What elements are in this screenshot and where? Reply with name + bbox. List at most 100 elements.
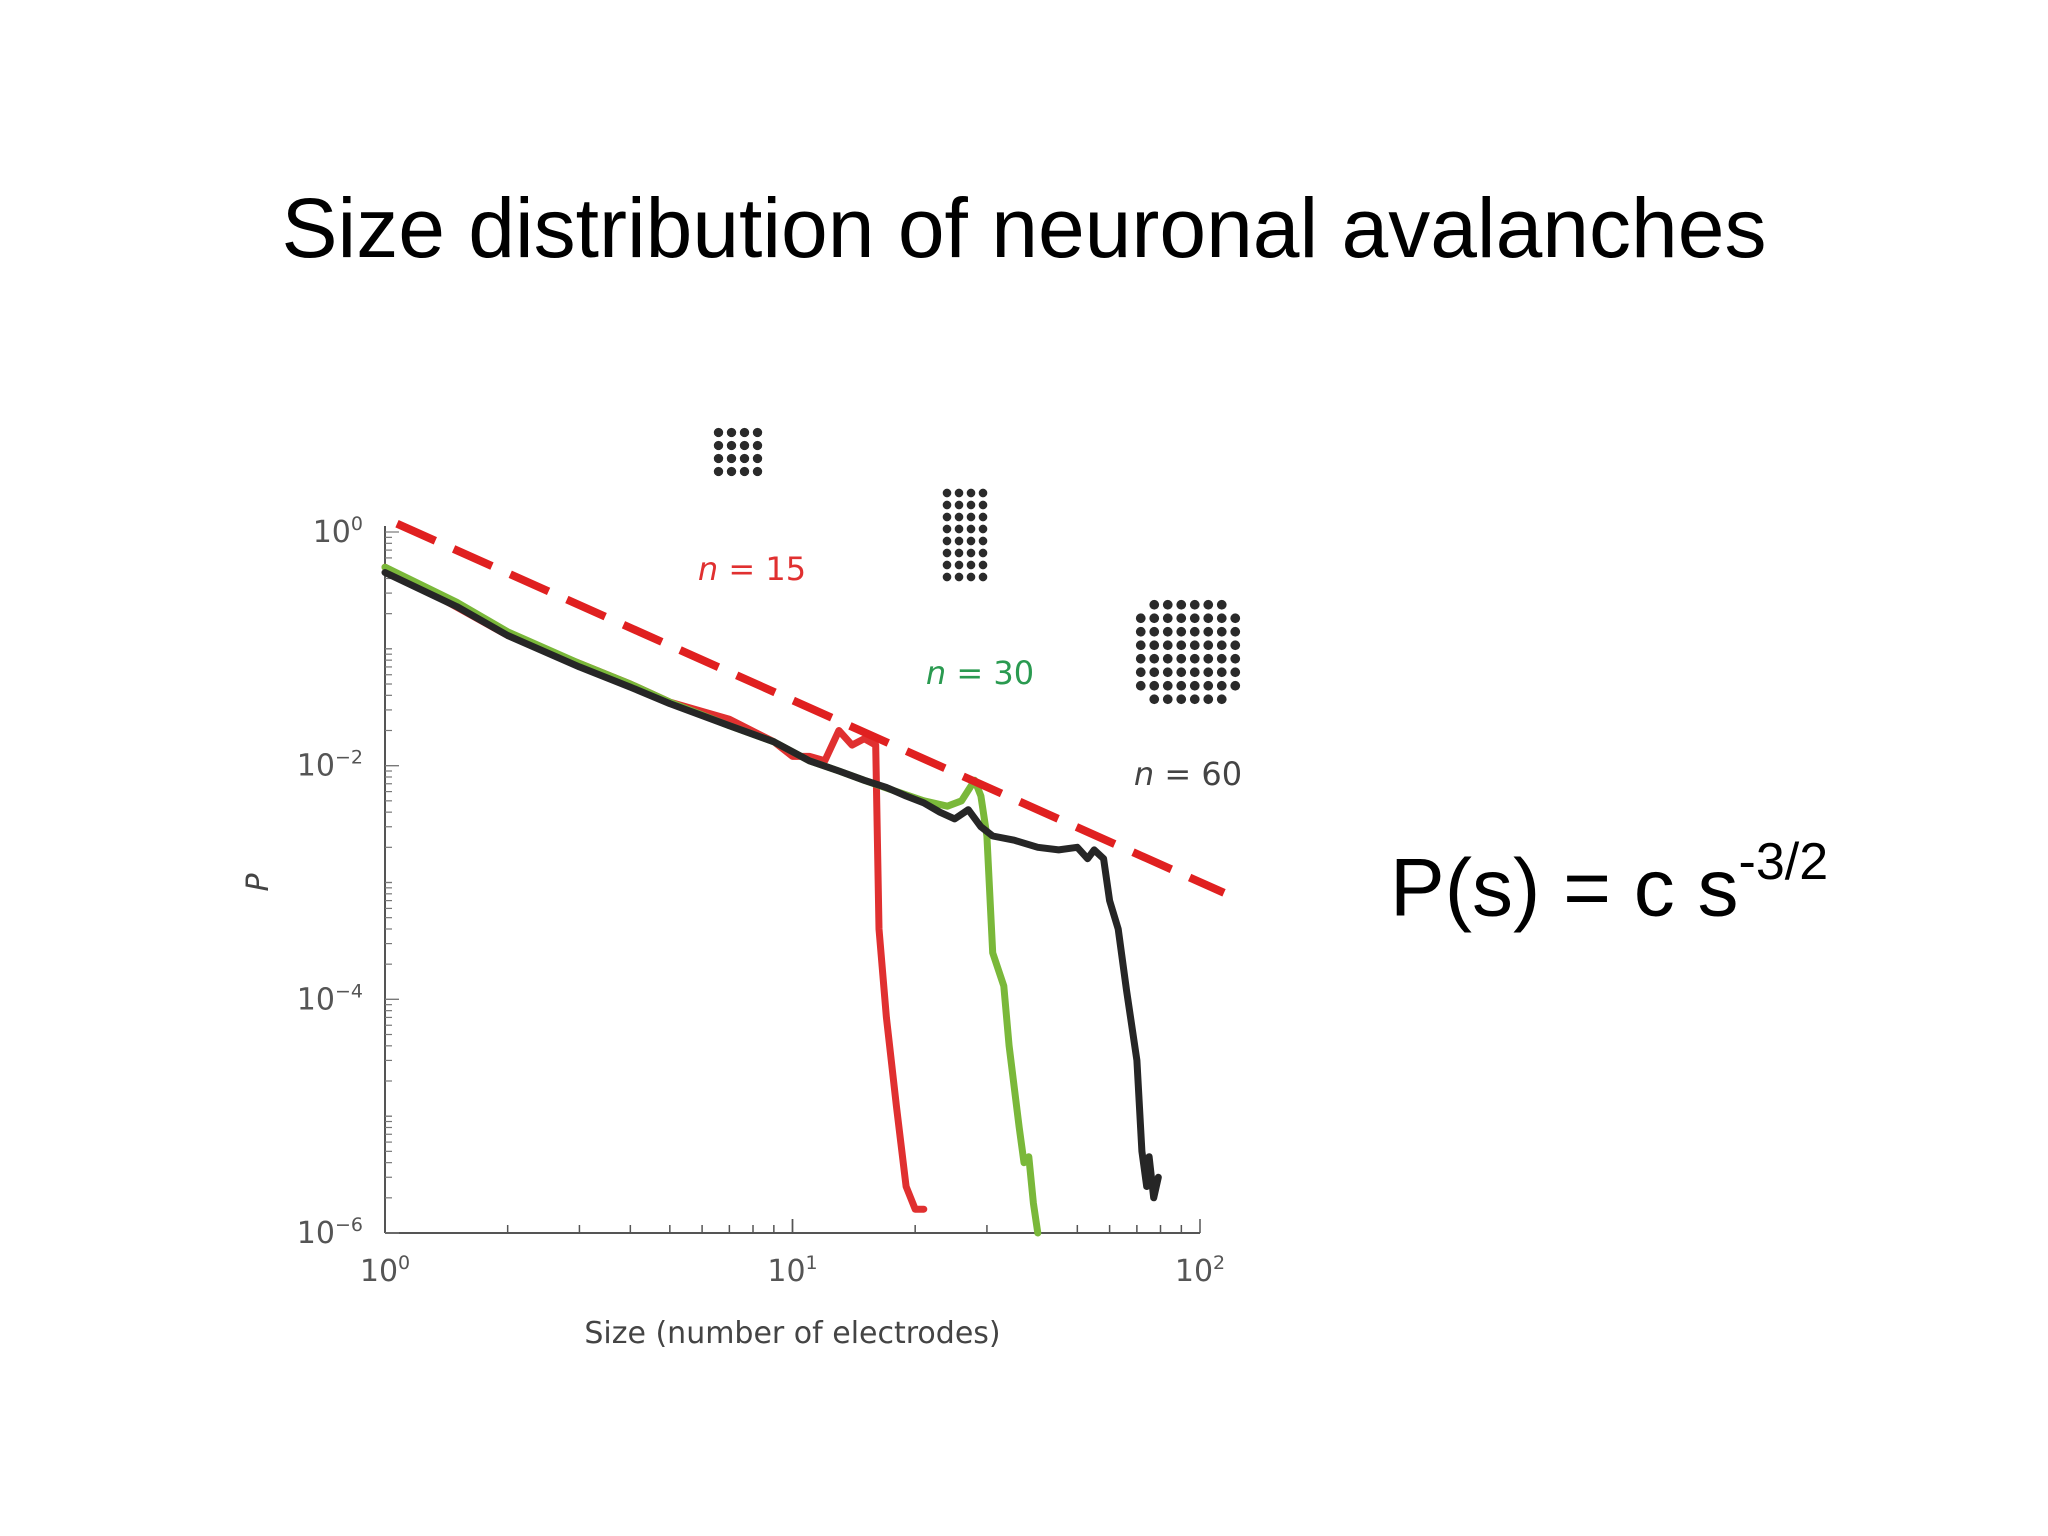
electrode-dot <box>1216 667 1227 678</box>
electrode-dot <box>966 488 976 498</box>
power-law-reference-line <box>395 520 1226 897</box>
electrode-dot <box>1216 626 1227 637</box>
electrode-dot <box>1162 653 1173 664</box>
electrode-dot <box>1216 599 1227 610</box>
electrode-dot <box>1230 667 1241 678</box>
electrode-dot <box>966 536 976 546</box>
electrode-dot <box>954 536 964 546</box>
electrode-dot <box>1176 640 1187 651</box>
electrode-dot <box>942 560 952 570</box>
electrode-dot <box>954 560 964 570</box>
electrode-dot <box>726 466 737 477</box>
electrode-dot <box>1176 599 1187 610</box>
y-tick-label: 10−2 <box>297 747 363 784</box>
electrode-dot <box>1149 694 1160 705</box>
electrode-dot <box>1189 599 1200 610</box>
electrode-dot <box>726 440 737 451</box>
electrode-dot <box>739 427 750 438</box>
electrode-dot <box>1203 667 1214 678</box>
electrode-dot <box>1189 680 1200 691</box>
electrode-dot <box>1230 626 1241 637</box>
electrode-dot <box>1216 694 1227 705</box>
slide-title: Size distribution of neuronal avalanches <box>281 181 1767 275</box>
electrode-dot <box>1230 680 1241 691</box>
electrode-dot <box>752 440 763 451</box>
electrode-dot <box>752 466 763 477</box>
electrode-dot <box>739 440 750 451</box>
electrode-dot <box>1176 653 1187 664</box>
electrode-dot <box>1230 613 1241 624</box>
electrode-dot <box>1216 613 1227 624</box>
electrode-dot <box>1135 653 1146 664</box>
electrode-dot <box>739 466 750 477</box>
y-tick-label: 100 <box>313 513 363 550</box>
x-axis-label: Size (number of electrodes) <box>584 1316 1000 1351</box>
annotation-label: n = 60 <box>1134 755 1242 793</box>
electrode-dot <box>752 427 763 438</box>
electrode-dot <box>978 512 988 522</box>
y-tick-label: 10−4 <box>297 980 363 1017</box>
electrode-dot <box>1176 694 1187 705</box>
electrode-dot <box>1216 680 1227 691</box>
electrode-dot <box>1149 640 1160 651</box>
y-axis-label: P <box>241 873 276 892</box>
electrode-dot <box>1162 680 1173 691</box>
electrode-dot <box>966 560 976 570</box>
electrode-dot <box>1203 694 1214 705</box>
electrode-dot <box>1135 680 1146 691</box>
electrode-dot <box>1149 680 1160 691</box>
electrode-dot <box>1149 613 1160 624</box>
x-tick-label: 102 <box>1175 1252 1225 1289</box>
electrode-dot <box>1189 613 1200 624</box>
electrode-dot <box>1162 694 1173 705</box>
electrode-dot <box>1216 640 1227 651</box>
electrode-dot <box>954 500 964 510</box>
electrode-dot <box>713 427 724 438</box>
electrode-dot <box>1203 613 1214 624</box>
electrode-dot <box>1203 653 1214 664</box>
electrode-dot <box>1149 667 1160 678</box>
electrode-dot <box>978 536 988 546</box>
electrode-dot <box>966 500 976 510</box>
electrode-dot <box>1162 599 1173 610</box>
series-line-n60 <box>381 569 1162 1202</box>
electrode-dot <box>1203 680 1214 691</box>
electrode-dot <box>954 572 964 582</box>
power-law-formula: P(s) = c s-3/2 <box>1390 833 1828 935</box>
electrode-dot <box>713 466 724 477</box>
electrode-dot <box>966 548 976 558</box>
electrode-dot <box>1162 626 1173 637</box>
electrode-dot <box>739 453 750 464</box>
electrode-dot <box>954 512 964 522</box>
electrode-dot <box>1135 626 1146 637</box>
electrode-dot <box>1135 640 1146 651</box>
electrode-dot <box>978 524 988 534</box>
electrode-dot <box>1149 626 1160 637</box>
x-tick-label: 101 <box>767 1252 817 1289</box>
electrode-dot <box>1203 626 1214 637</box>
electrode-dot <box>713 453 724 464</box>
electrode-dot <box>1216 653 1227 664</box>
electrode-dot <box>954 488 964 498</box>
formula-exponent: -3/2 <box>1738 833 1829 891</box>
electrode-dot <box>1203 599 1214 610</box>
electrode-dot <box>713 440 724 451</box>
electrode-dot <box>978 548 988 558</box>
electrode-dot <box>942 572 952 582</box>
annotation-label: n = 30 <box>926 654 1034 692</box>
electrode-dot <box>942 488 952 498</box>
electrode-dot <box>966 512 976 522</box>
electrode-dot <box>942 536 952 546</box>
electrode-dot <box>966 572 976 582</box>
electrode-dot <box>1176 613 1187 624</box>
electrode-dot <box>1135 613 1146 624</box>
series-line-n15 <box>381 563 928 1213</box>
electrode-dot <box>726 427 737 438</box>
electrode-dot <box>978 572 988 582</box>
electrode-dot <box>1189 640 1200 651</box>
electrode-dot <box>1230 653 1241 664</box>
electrode-dot <box>1135 667 1146 678</box>
electrode-dot <box>978 560 988 570</box>
electrode-dot <box>752 453 763 464</box>
